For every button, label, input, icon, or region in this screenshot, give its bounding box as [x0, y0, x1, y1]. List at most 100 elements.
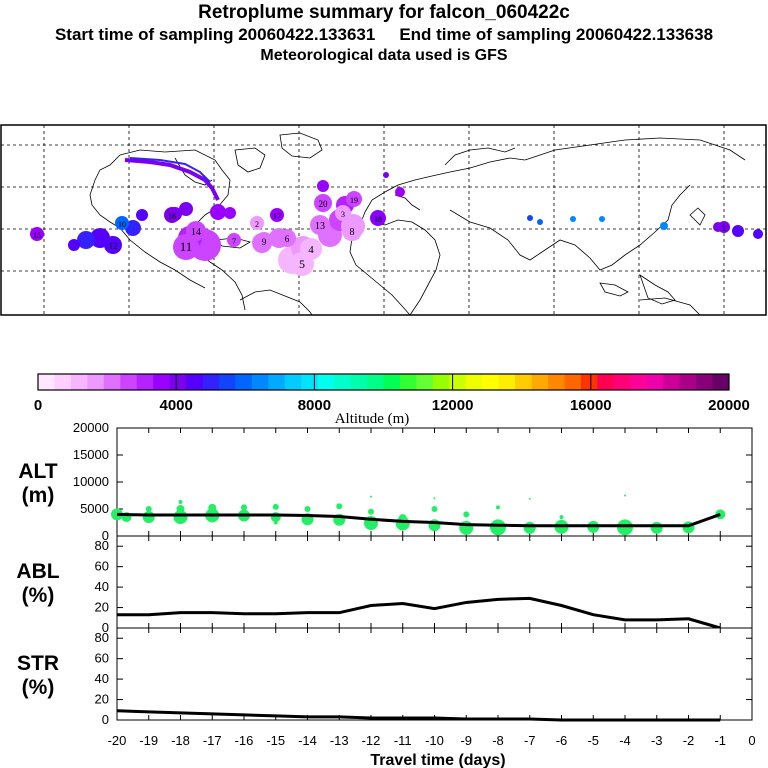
chart-title: Retroplume summary for falcon_060422c [198, 2, 570, 23]
x-tick-label: -17 [203, 733, 222, 748]
plume-marker-label-15: 15 [33, 231, 41, 240]
plume-blob [125, 220, 141, 236]
y-tick-label: 0 [102, 712, 109, 727]
colorbar-swatch [630, 374, 648, 390]
plume-marker-label-20: 20 [319, 199, 329, 209]
plume-marker-label-7: 7 [232, 237, 236, 246]
sampling-time-line: Start time of sampling 20060422.133631 En… [0, 25, 768, 45]
y-tick-label: 0 [102, 528, 109, 543]
colorbar-swatch [54, 374, 72, 390]
altitude-point [490, 519, 506, 536]
colorbar-swatch [548, 374, 565, 390]
colorbar-swatch [317, 374, 335, 390]
colorbar-tick-label: 12000 [432, 397, 474, 414]
plume-blob [732, 225, 744, 237]
plume-marker-2 [250, 216, 264, 230]
colorbar-swatch [268, 374, 286, 390]
plume-marker-12 [104, 236, 122, 254]
colorbar-swatch [416, 374, 434, 390]
plume-marker-label-10: 10 [118, 220, 126, 229]
met-data-label: Meteorological data used is GFS [260, 47, 508, 64]
plume-blob [537, 219, 543, 225]
x-tick-label: -16 [235, 733, 254, 748]
colorbar-swatch [613, 374, 631, 390]
colorbar-tick-label: 0 [34, 397, 42, 414]
colorbar-swatch [465, 374, 483, 390]
panel-ylabel: ALT [18, 460, 57, 483]
plume-marker-label-17: 17 [273, 212, 281, 221]
colorbar-swatch [136, 374, 154, 390]
panel-ylabel-units: (%) [22, 584, 55, 607]
altitude-point [241, 504, 247, 511]
y-tick-label: 20 [95, 600, 109, 615]
plume-marker-label-9: 9 [262, 237, 267, 247]
panel-str: 0 20 40 60 80 STR(%) [17, 627, 753, 727]
x-tick-label: -10 [425, 733, 444, 748]
plume-marker-7 [227, 233, 241, 247]
y-tick-label: 15000 [73, 447, 109, 462]
y-tick-label: 80 [95, 630, 109, 645]
panel-alt: 0 5000 10000 15000 20000 ALT(m) [18, 420, 753, 543]
series-line [117, 596, 721, 630]
altitude-point [336, 503, 343, 510]
y-tick-label: 20 [95, 692, 109, 707]
colorbar-swatch [597, 374, 615, 390]
plume-marker-label-1: 1 [722, 224, 726, 233]
colorbar-label: Altitude (m) [335, 411, 410, 427]
start-time-label: Start time of sampling 20060422.133631 [54, 25, 376, 44]
colorbar-swatch [482, 374, 500, 390]
plume-marker-1 [718, 221, 730, 233]
plume-blob [210, 204, 226, 220]
x-tick-label: -9 [460, 733, 472, 748]
altitude-point [176, 505, 185, 513]
y-tick-label: 40 [95, 579, 109, 594]
plume-blob [136, 209, 148, 221]
series-line [116, 709, 721, 722]
altitude-point [559, 515, 564, 520]
colorbar-swatch [712, 374, 730, 390]
plume-marker-15 [30, 227, 44, 241]
altitude-point [650, 521, 663, 534]
x-tick-label: -7 [524, 733, 536, 748]
plume-blob [77, 231, 95, 249]
x-tick-label: -2 [683, 733, 695, 748]
plume-blob [395, 187, 405, 197]
plume-blob [660, 222, 668, 230]
colorbar-swatch [515, 374, 533, 390]
altitude-point [617, 519, 633, 536]
plume-marker-10 [115, 216, 129, 230]
panel-ylabel: ABL [16, 560, 59, 583]
x-tick-label: -8 [492, 733, 504, 748]
plume-marker-11 [173, 234, 199, 260]
plume-blob [383, 172, 389, 178]
colorbar-swatch [399, 374, 417, 390]
colorbar-tick-label: 20000 [708, 397, 750, 414]
plume-marker-label-19: 19 [350, 196, 358, 205]
colorbar-tick-label: 8000 [298, 397, 331, 414]
plume-marker-label-14: 14 [191, 227, 201, 238]
colorbar-swatch [432, 374, 450, 390]
end-time-label: End time of sampling 20060422.133638 [399, 25, 714, 44]
time-series-panels: 05000100001500020000ALT(m)020406080ABL(%… [16, 420, 755, 748]
colorbar-swatch [70, 374, 88, 390]
plume-marker-label-11: 11 [180, 239, 193, 254]
altitude-point [272, 503, 279, 510]
plume-marker-19 [346, 191, 362, 207]
altitude-point [208, 503, 217, 512]
plume-marker-label-6: 6 [285, 234, 290, 244]
altitude-colorbar: 0 4000 8000 12000 16000 20000 [34, 373, 750, 414]
plume-blob [599, 216, 605, 222]
y-tick-label: 60 [95, 559, 109, 574]
plume-blob [68, 239, 80, 251]
x-tick-label: -4 [619, 733, 631, 748]
panel-abl: 0 20 40 60 80 ABL(%) [16, 535, 753, 635]
plume-marker-17 [270, 208, 284, 222]
plume-marker-label-12: 12 [109, 241, 118, 251]
x-tick-label: -13 [330, 733, 349, 748]
plume-blob [527, 215, 533, 221]
x-tick-label: -12 [362, 733, 381, 748]
x-tick-label: -5 [587, 733, 599, 748]
plume-marker-8 [342, 221, 362, 241]
colorbar-swatch [301, 374, 319, 390]
colorbar-swatch [284, 374, 302, 390]
